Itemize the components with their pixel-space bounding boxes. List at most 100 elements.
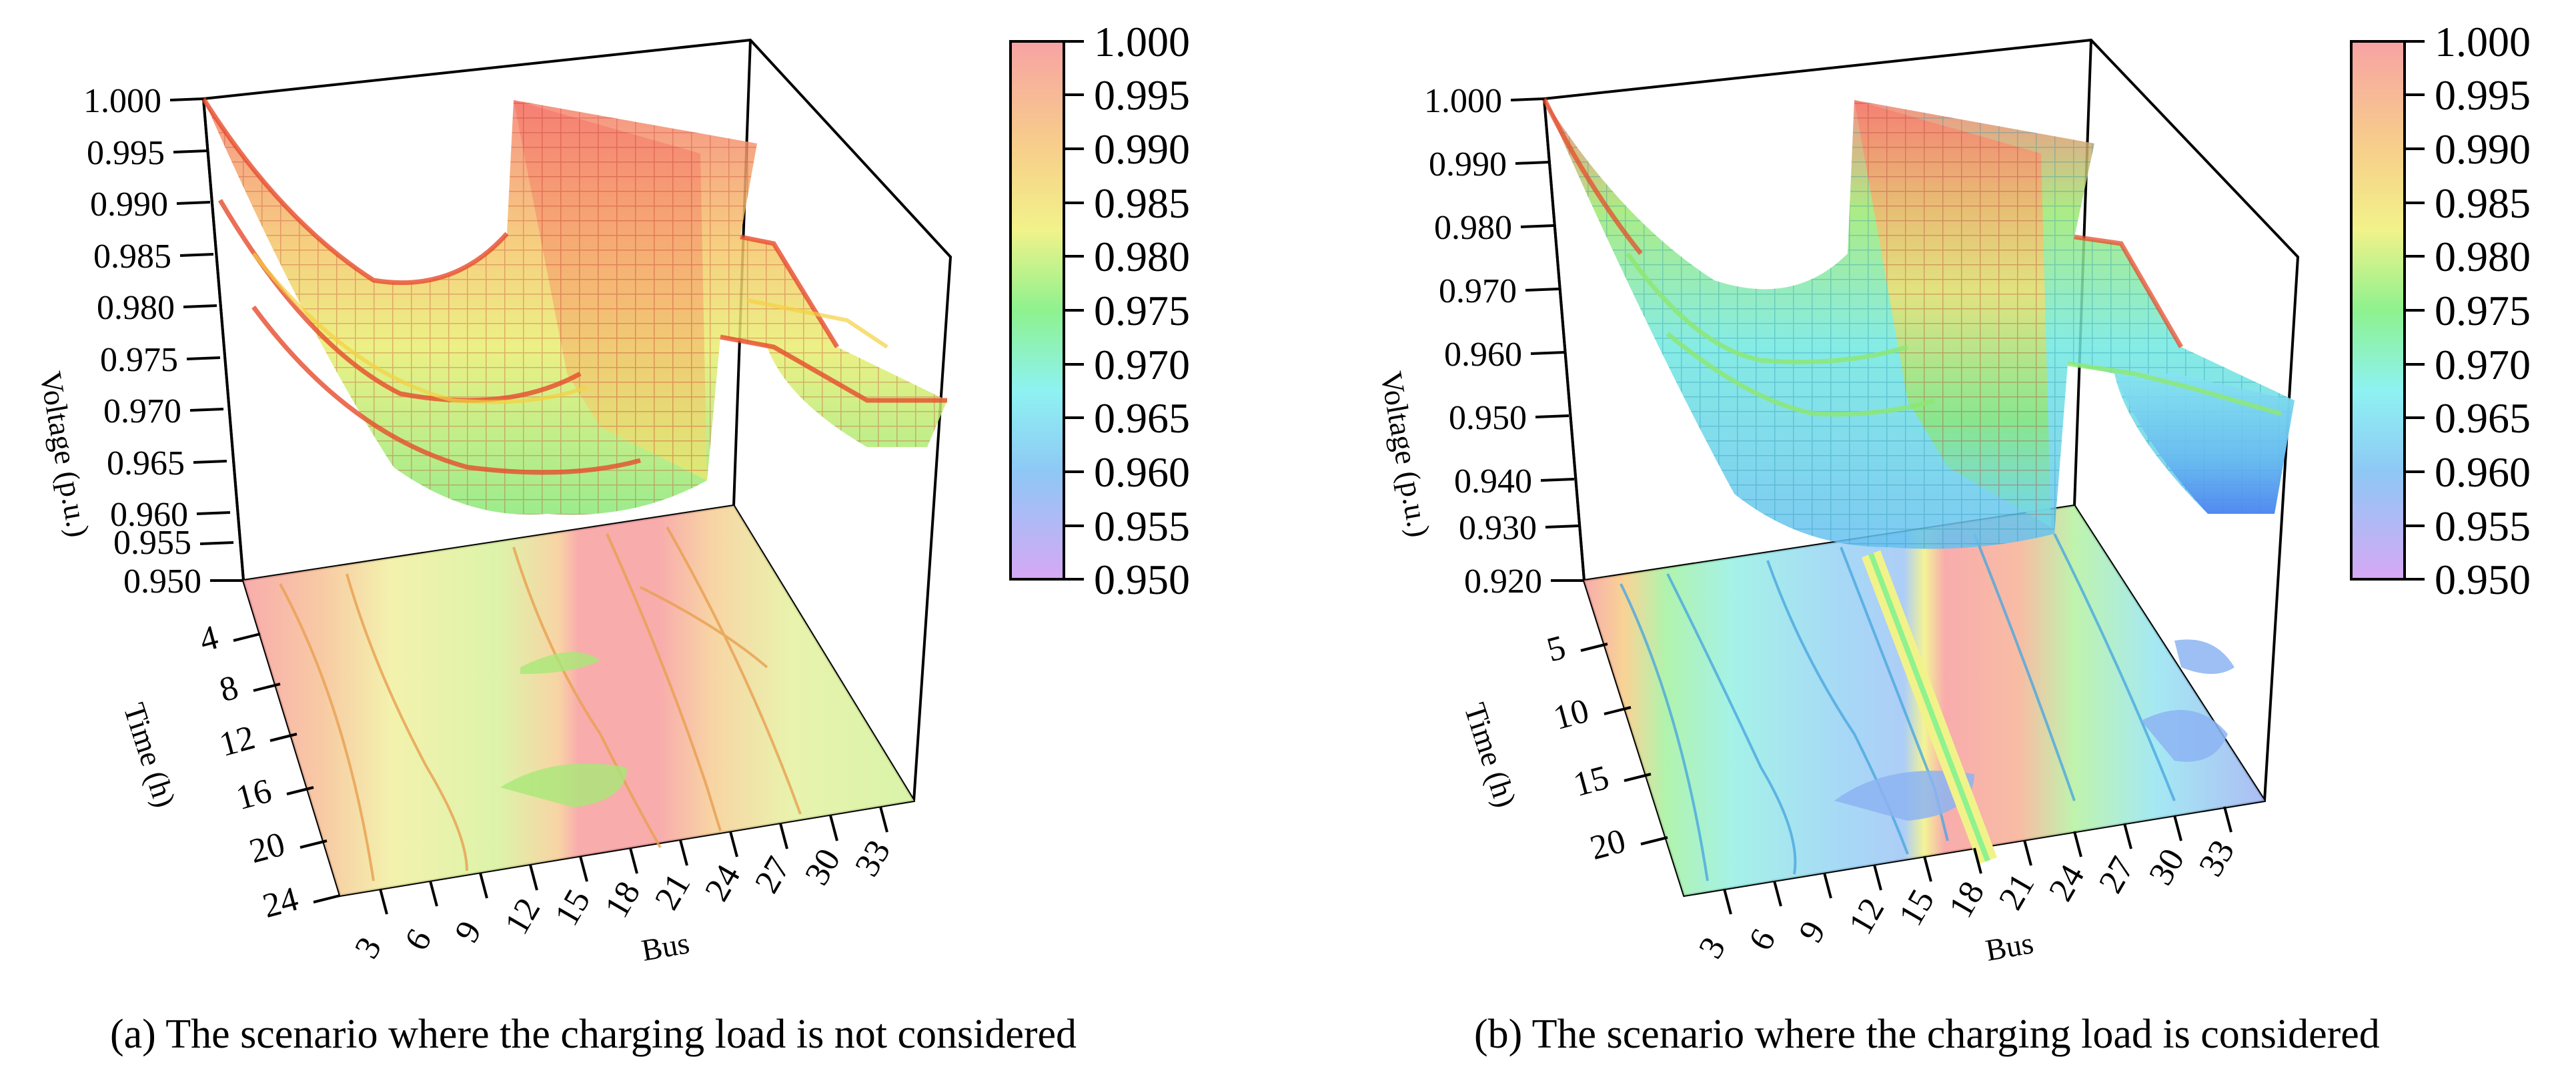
panel-b-time-tick: 10 [1549, 692, 1593, 738]
panel-a-time-axis [233, 633, 341, 904]
panel-b-colorbar-label: 0.950 [2435, 556, 2531, 603]
panel-b-colorbar-label: 0.990 [2435, 125, 2531, 173]
panel-b-colorbar-label: 1.000 [2435, 18, 2531, 65]
panel-a-bus-tick: 27 [748, 850, 798, 900]
panel-b-z-tick: 0.920 [1464, 563, 1542, 601]
panel-a-z-tick-labels: 1.000 0.995 0.990 0.985 0.980 0.975 0.97… [83, 82, 201, 601]
panel-a-colorbar-label: 0.990 [1094, 125, 1190, 173]
panel-a-bus-tick: 21 [648, 867, 698, 916]
panel-a-bus-tick: 24 [698, 858, 748, 908]
panel-b-caption: (b) The scenario where the charging load… [1474, 1012, 2380, 1057]
panel-b-colorbar-label: 0.985 [2435, 180, 2531, 227]
panel-b-bus-tick: 30 [2142, 842, 2192, 891]
panel-b-floor-lines [1620, 533, 2176, 881]
panel-b-time-label: Time (h) [1457, 699, 1523, 811]
panel-b-bus-label: Bus [1983, 926, 2036, 968]
panel-a-time-tick: 12 [215, 719, 259, 765]
panel-a-bus-tick: 33 [848, 833, 898, 883]
panel-b-time-tick: 15 [1569, 759, 1613, 805]
panel-a-colorbar [1009, 40, 1065, 581]
panel-a-z-tick: 1.000 [83, 82, 161, 120]
panel-a-colorbar-label: 0.985 [1094, 180, 1190, 227]
panel-b-bus-tick: 21 [1992, 867, 2042, 916]
panel-a-colorbar-labels: 1.000 0.995 0.990 0.985 0.980 0.975 0.97… [1094, 18, 1190, 603]
panel-b-surface [1541, 97, 2295, 549]
panel-a-colorbar-label: 0.975 [1094, 287, 1190, 334]
panel-b-colorbar-label: 0.975 [2435, 287, 2531, 334]
panel-b-z-tick: 0.960 [1444, 336, 1522, 374]
panel-b-colorbar [2350, 40, 2406, 581]
panel-b-time-tick: 5 [1543, 629, 1569, 670]
panel-b-z-tick: 0.970 [1439, 272, 1517, 310]
panel-a-bus-label: Bus [639, 926, 692, 968]
panel-a-colorbar-label: 0.955 [1094, 502, 1190, 550]
panel-b-bus-tick: 27 [2092, 850, 2142, 900]
panel-b-colorbar-labels: 1.000 0.995 0.990 0.985 0.980 0.975 0.97… [2435, 18, 2531, 603]
panel-b-bus-axis [1723, 806, 2232, 915]
panel-b-floor-blue [1834, 639, 2234, 821]
panel-a-z-tick: 0.970 [103, 392, 181, 430]
panel-a-time-label: Time (h) [117, 699, 182, 811]
panel-a-z-tick: 0.965 [107, 444, 185, 482]
panel-b-floor-ridge [1861, 550, 1998, 865]
panel-a-colorbar-ticks [1064, 40, 1084, 581]
panel-b-colorbar-label: 0.955 [2435, 502, 2531, 550]
panel-b-colorbar-label: 0.965 [2435, 394, 2531, 442]
panel-b-bus-tick: 18 [1942, 875, 1992, 924]
panel-b-bus-tick: 6 [1742, 923, 1783, 957]
panel-b-colorbar-label: 0.980 [2435, 233, 2531, 280]
panel-b-z-label: Voltage (p.u.) [1374, 369, 1437, 540]
panel-a-z-tick: 0.980 [97, 289, 175, 327]
panel-b-z-tick: 0.940 [1454, 462, 1532, 500]
panel-b-colorbar-label: 0.970 [2435, 341, 2531, 388]
panel-a-bus-tick: 30 [798, 842, 848, 891]
panel-b-colorbar-label: 0.995 [2435, 71, 2531, 119]
panel-b-z-tick-labels: 1.000 0.990 0.980 0.970 0.960 0.950 0.94… [1424, 82, 1542, 601]
panel-a-caption: (a) The scenario where the charging load… [110, 1012, 1077, 1057]
panel-a-bus-axis [379, 806, 888, 915]
panel-a-time-tick: 8 [215, 669, 242, 710]
panel-a-colorbar-label: 0.995 [1094, 71, 1190, 119]
panel-b-bus-tick: 12 [1842, 891, 1892, 941]
panel-a-z-tick: 0.960 [110, 496, 188, 534]
panel-b-z-tick: 0.950 [1449, 399, 1527, 437]
panel-b-bus-tick: 24 [2042, 858, 2092, 908]
panel-a-colorbar-label: 1.000 [1094, 18, 1190, 65]
panel-a-z-tick: 0.995 [87, 134, 165, 172]
panel-a-time-tick: 20 [245, 825, 289, 871]
panel-a-bus-tick: 15 [548, 883, 598, 932]
panel-a-colorbar-label: 0.950 [1094, 556, 1190, 603]
panel-b: 1.000 0.990 0.980 0.970 0.960 0.950 0.94… [1374, 18, 2531, 1057]
panel-a-z-tick: 0.955 [113, 524, 191, 562]
panel-b-bus-tick: 9 [1792, 915, 1833, 949]
panel-a-surface [201, 97, 947, 515]
panel-a-floor-green [500, 652, 627, 807]
panel-a-z-tick: 0.990 [90, 186, 168, 224]
panel-a-z-tick: 0.950 [123, 563, 201, 601]
panel-b-time-tick: 20 [1586, 822, 1630, 868]
panel-b-time-axis [1580, 643, 1668, 845]
panel-b-z-tick: 0.980 [1434, 209, 1512, 247]
panel-a-z-tick: 0.985 [93, 238, 171, 276]
panel-b-bus-tick: 3 [1692, 931, 1733, 965]
panel-b-colorbar-label: 0.960 [2435, 448, 2531, 496]
panel-a-colorbar-label: 0.970 [1094, 341, 1190, 388]
panel-a-time-tick: 4 [195, 619, 222, 660]
panel-a-bus-tick: 18 [598, 875, 648, 924]
panel-b-z-tick: 0.990 [1429, 145, 1507, 184]
panel-a: 1.000 0.995 0.990 0.985 0.980 0.975 0.97… [33, 18, 1190, 1057]
panel-a-bus-tick: 12 [498, 891, 548, 941]
panel-a-bus-tick: 3 [348, 931, 389, 965]
panel-b-z-tick: 1.000 [1424, 82, 1502, 120]
panel-b-z-tick: 0.930 [1459, 509, 1537, 547]
panel-a-colorbar-label: 0.960 [1094, 448, 1190, 496]
panel-a-z-axis [169, 97, 243, 582]
panel-b-bus-tick: 15 [1892, 883, 1942, 932]
panel-a-colorbar-label: 0.965 [1094, 394, 1190, 442]
panel-a-floor-lines [279, 526, 802, 881]
panel-b-z-axis [1510, 97, 1584, 582]
panel-b-bus-tick: 33 [2192, 833, 2242, 883]
panel-a-z-tick: 0.975 [100, 341, 178, 379]
panel-a-time-tick: 16 [232, 772, 275, 818]
